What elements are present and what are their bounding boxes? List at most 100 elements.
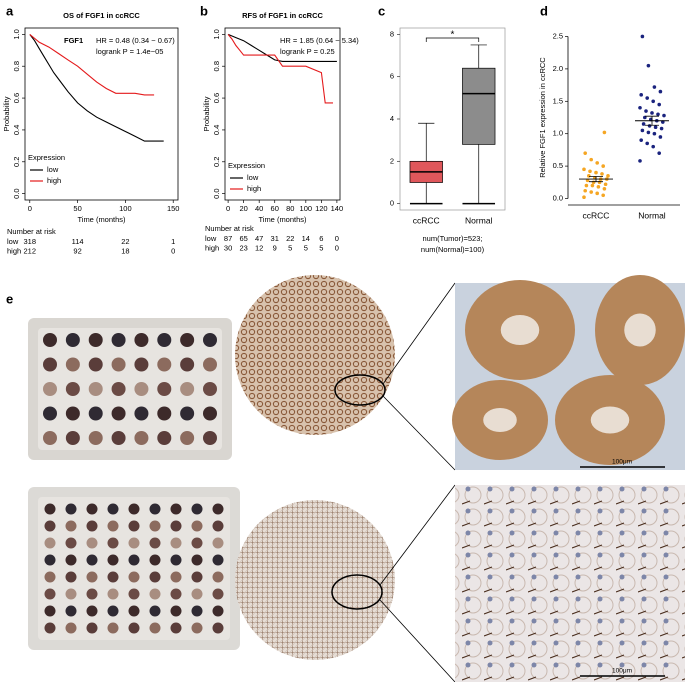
survival-curve — [227, 33, 337, 62]
plate-inner — [38, 497, 230, 640]
data-point — [646, 130, 651, 135]
x-tick-label: ccRCC — [413, 215, 440, 225]
data-point — [596, 185, 601, 189]
risk-title: Number at risk — [205, 224, 254, 233]
x-tick-label: 140 — [331, 204, 344, 213]
risk-count: 0 — [335, 243, 339, 252]
data-point — [652, 85, 657, 89]
data-point — [602, 186, 607, 191]
sample-note: num(Normal)=100) — [421, 245, 485, 254]
data-point — [639, 138, 643, 142]
tissue-core — [134, 406, 149, 421]
tissue-core — [65, 554, 77, 566]
x-tick-label: Normal — [465, 215, 493, 225]
tissue-core — [128, 571, 140, 583]
zoom-region — [334, 374, 386, 406]
tissue-core — [44, 605, 56, 617]
x-tick-label: 100 — [119, 204, 132, 213]
annotation: HR = 0.48 (0.34 − 0.67) — [96, 36, 175, 45]
tissue-core — [86, 571, 98, 583]
panel-label: d — [540, 3, 548, 18]
y-tick-label: 0.8 — [12, 61, 21, 71]
tissue-core — [149, 622, 161, 634]
panel-label: a — [6, 3, 14, 18]
data-point — [602, 130, 607, 135]
data-point — [646, 63, 651, 68]
tissue-core — [149, 520, 161, 532]
data-point — [600, 172, 604, 176]
tissue-core — [134, 357, 149, 372]
tissue-core — [157, 357, 172, 372]
tissue-core — [65, 431, 80, 445]
tubule-lumen — [483, 408, 517, 432]
risk-count: 114 — [72, 237, 84, 246]
tissue-core — [128, 503, 140, 515]
risk-count: 18 — [121, 246, 129, 255]
tissue-core — [43, 333, 57, 347]
tissue-core — [86, 537, 98, 549]
tissue-core — [44, 537, 56, 549]
tissue-core — [212, 622, 224, 634]
risk-count: 65 — [239, 234, 247, 243]
tissue-core — [43, 431, 57, 445]
y-tick-label: 0.6 — [12, 93, 21, 103]
data-point — [656, 112, 660, 117]
tissue-core — [88, 382, 103, 396]
data-point — [657, 102, 661, 107]
x-tick-label: Normal — [638, 210, 666, 220]
data-point — [583, 188, 587, 193]
x-tick-label: 20 — [239, 204, 247, 213]
tissue-core — [191, 571, 203, 583]
tissue-core — [128, 588, 140, 600]
risk-count: 5 — [304, 243, 308, 252]
tissue-core — [128, 520, 140, 532]
data-point — [591, 180, 596, 185]
tissue-core — [212, 537, 224, 549]
tissue-core — [44, 554, 56, 566]
error-bar — [645, 115, 659, 126]
tissue-core — [65, 382, 80, 396]
tissue-section — [235, 275, 395, 435]
x-tick-label: 80 — [286, 204, 294, 213]
plot-frame — [224, 27, 341, 201]
tissue-core — [170, 503, 182, 515]
y-tick-label: 0.6 — [212, 93, 221, 103]
tissue-core — [157, 333, 172, 347]
tissue-core — [170, 554, 182, 566]
x-tick-label: 40 — [255, 204, 263, 213]
y-tick-label: 0 — [390, 199, 394, 208]
error-bar — [589, 176, 603, 183]
data-point — [584, 183, 589, 188]
risk-count: 12 — [255, 243, 263, 252]
x-axis-label: Time (months) — [77, 215, 126, 224]
y-axis-label: Probability — [202, 96, 211, 131]
risk-count: 212 — [24, 246, 37, 255]
tissue-core — [44, 571, 56, 583]
risk-row-label: low — [7, 237, 19, 246]
y-tick-label: 1.0 — [12, 29, 21, 39]
tissue-core — [212, 605, 224, 617]
survival-curve — [29, 34, 164, 142]
legend-label: low — [247, 173, 259, 182]
data-point — [601, 164, 605, 168]
tissue-core — [191, 537, 203, 549]
tissue-core — [170, 605, 182, 617]
y-tick-label: 8 — [390, 29, 394, 38]
y-tick-label: 0.5 — [553, 161, 563, 170]
tissue-core — [149, 503, 161, 515]
tissue-core — [65, 520, 77, 532]
tissue-core — [44, 520, 56, 532]
tissue-core — [111, 431, 126, 445]
tissue-core — [88, 333, 103, 347]
data-point — [638, 159, 642, 163]
tissue-core — [212, 588, 224, 600]
annotation: logrank P = 1.4e−05 — [96, 47, 163, 56]
tubule-lumen — [590, 406, 630, 434]
data-point — [640, 34, 645, 39]
y-tick-label: 0.2 — [212, 157, 221, 167]
y-tick-label: 0.0 — [12, 188, 21, 198]
data-point — [658, 135, 663, 139]
tissue-core — [212, 554, 224, 566]
y-tick-label: 6 — [390, 72, 394, 81]
tissue-core — [107, 503, 119, 515]
